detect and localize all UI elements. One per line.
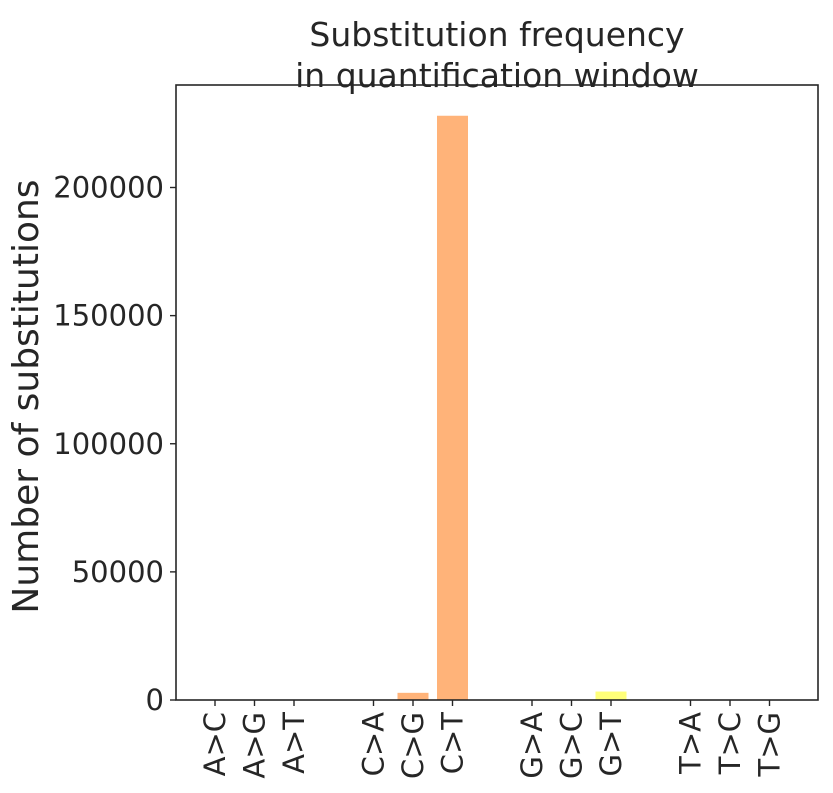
plot-frame: [175, 84, 819, 701]
y-tick-label: 200000: [53, 171, 164, 205]
y-tick-label: 50000: [72, 555, 164, 589]
bar-c-to-t: [437, 115, 468, 700]
y-tick-label: 100000: [53, 427, 164, 461]
x-tick-label: A>G: [238, 712, 272, 779]
x-tick-label: A>C: [198, 712, 232, 776]
x-tick-label: G>T: [594, 712, 628, 777]
y-axis-label: Number of substitutions: [6, 179, 47, 613]
x-tick-label: T>G: [753, 712, 787, 778]
bar-g-to-t: [595, 691, 627, 700]
x-tick-label: A>T: [277, 712, 311, 774]
chart-title-line: Substitution frequency: [309, 15, 684, 54]
x-tick-label: T>C: [713, 712, 747, 775]
chart-title-line: in quantification window: [295, 56, 699, 95]
x-tick-label: G>C: [555, 712, 589, 779]
y-tick-label: 0: [146, 683, 164, 717]
x-tick-label: G>A: [515, 712, 549, 779]
y-axis-ticks: 0 50000 100000 150000 200000: [53, 171, 176, 717]
x-tick-label: C>G: [396, 712, 430, 779]
bars-layer: [397, 115, 627, 700]
bar-c-to-g: [397, 692, 429, 700]
x-axis-ticks: A>C A>G A>T C>A C>G C>T G>A G>C G>T T>A T>C T>G: [198, 700, 787, 779]
y-tick-label: 150000: [53, 299, 164, 333]
x-tick-label: T>A: [674, 712, 708, 775]
x-tick-label: C>T: [436, 712, 470, 775]
x-tick-label: C>A: [357, 712, 391, 777]
